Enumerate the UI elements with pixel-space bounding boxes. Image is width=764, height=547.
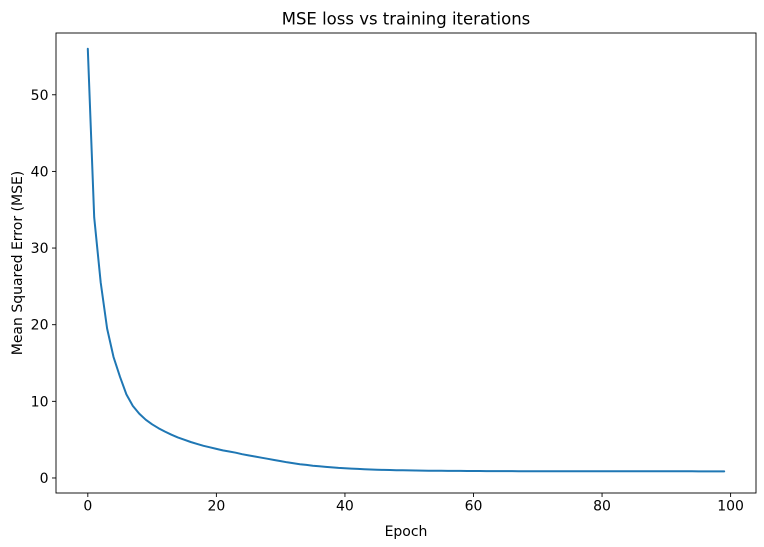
y-tick-label: 30 (31, 241, 49, 257)
axis-ticks: 0 20 40 60 80 100 0 10 20 30 40 50 (31, 88, 744, 515)
y-tick-label: 50 (31, 88, 49, 104)
x-tick-label: 100 (717, 499, 744, 515)
loss-curve (86, 47, 726, 473)
chart-title: MSE loss vs training iterations (282, 10, 531, 29)
x-tick-label: 40 (336, 499, 354, 515)
y-tick-label: 10 (31, 394, 49, 410)
y-tick-label: 20 (31, 318, 49, 334)
x-tick-label: 60 (465, 499, 483, 515)
x-axis-label: Epoch (385, 524, 428, 540)
axes-spines (55, 32, 757, 494)
plot-area (56, 33, 756, 493)
y-tick-label: 0 (40, 471, 49, 487)
y-tick-label: 40 (31, 164, 49, 180)
x-tick-label: 80 (593, 499, 611, 515)
series-layer (86, 47, 726, 473)
y-axis-label: Mean Squared Error (MSE) (10, 171, 26, 356)
x-tick-label: 20 (207, 499, 225, 515)
x-tick-label: 0 (83, 499, 92, 515)
